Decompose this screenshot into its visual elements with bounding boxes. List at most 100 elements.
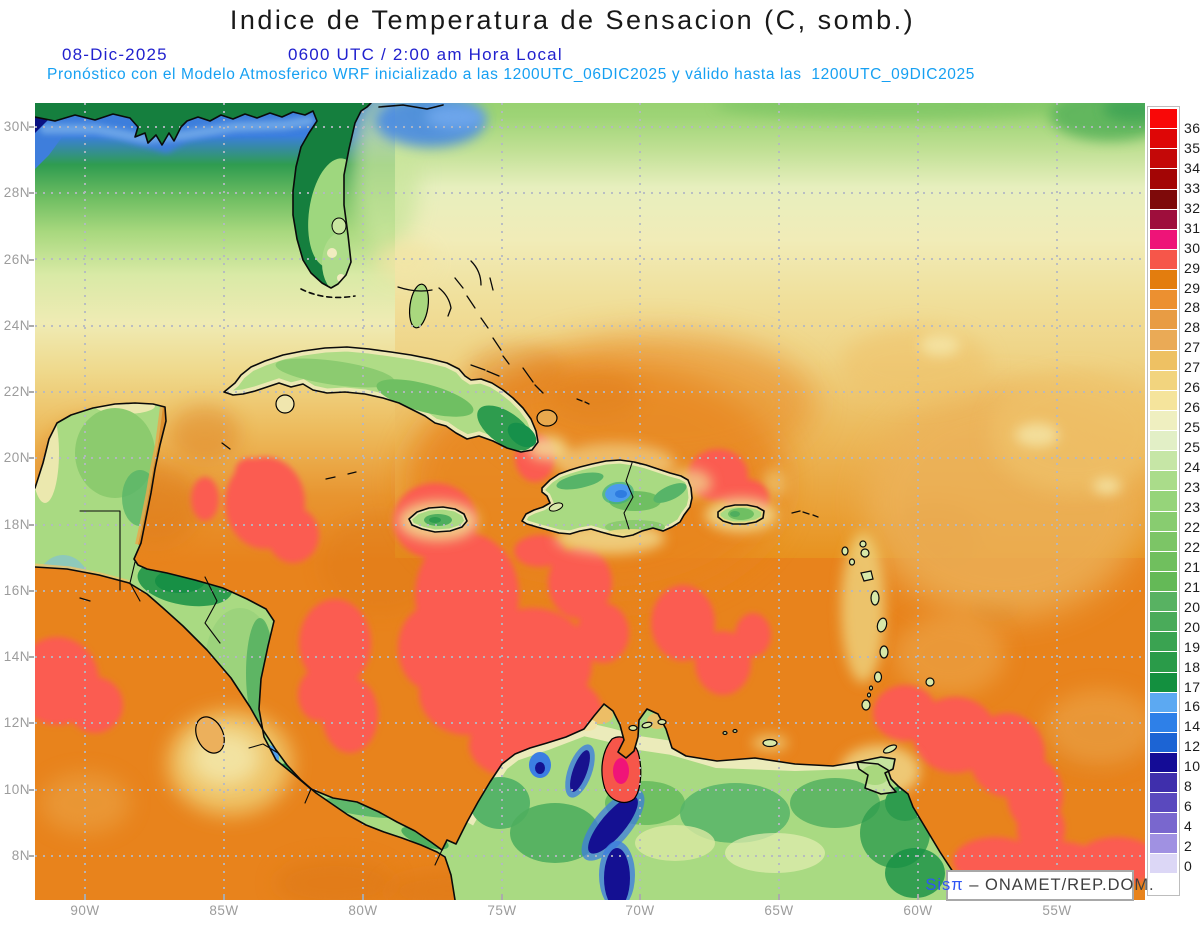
colorbar-block [1150,793,1177,814]
colorbar-label: 32 [1184,199,1200,216]
temperature-colorbar [1147,106,1180,896]
colorbar-label: 35 [1184,139,1200,156]
lat-tick [29,126,34,128]
watermark-text: – ONAMET/REP.DOM. [969,876,1155,894]
lat-label: 16N [3,583,30,598]
colorbar-label: 23.5 [1184,479,1200,496]
coastlines [34,102,976,901]
colorbar-block [1150,310,1177,331]
lat-label: 8N [11,848,30,863]
lat-label: 20N [3,450,30,465]
colorbar-block [1150,833,1177,854]
graticule [35,103,1145,900]
colorbar-block [1150,189,1177,210]
lat-label: 26N [3,252,30,267]
colorbar-label: 28 [1184,319,1200,336]
colorbar-label: 8 [1184,778,1193,795]
page-title: Indice de Temperatura de Sensacion (C, s… [229,5,916,35]
colorbar-label: 29 [1184,279,1200,296]
lat-label: 28N [3,185,30,200]
lake-nicaragua [195,716,225,754]
colorbar-label: 25 [1184,439,1200,456]
lat-tick [29,457,34,459]
colorbar-block [1150,330,1177,351]
lat-tick [29,325,34,327]
lon-label: 60W [903,903,933,918]
colorbar-label: 26.5 [1184,379,1200,396]
forecast-map [15,83,1195,911]
colorbar-block [1150,571,1177,592]
lat-tick [29,789,34,791]
lon-tick [84,894,86,900]
lat-tick [29,590,34,592]
colorbar-label: 29.7 [1184,259,1200,276]
lon-label: 75W [487,903,517,918]
colorbar-block [1150,410,1177,431]
lon-tick [639,894,641,900]
colorbar-label: 19 [1184,638,1200,655]
colorbar-block [1150,692,1177,713]
lat-label: 18N [3,517,30,532]
lon-label: 70W [625,903,655,918]
colorbar-label: 16 [1184,698,1200,715]
lon-label: 80W [348,903,378,918]
lat-tick [29,656,34,658]
colorbar-label: 25.5 [1184,419,1200,436]
colorbar-block [1150,773,1177,794]
colorbar-label: 27.5 [1184,339,1200,356]
colorbar-block [1150,209,1177,230]
colorbar-block [1150,350,1177,371]
lat-tick [29,855,34,857]
colorbar-label: 20.5 [1184,598,1200,615]
valid-time: 0600 UTC / 2:00 am Hora Local [288,45,563,64]
colorbar-label: 0 [1184,858,1193,875]
colorbar-block [1150,149,1177,170]
lon-label: 65W [764,903,794,918]
colorbar-block [1150,290,1177,311]
colorbar-label: 6 [1184,798,1193,815]
colorbar-label: 17 [1184,678,1200,695]
lat-label: 12N [3,715,30,730]
lat-label: 22N [3,384,30,399]
colorbar-label: 36 [1184,119,1200,136]
lon-tick [362,894,364,900]
small-islands [79,260,819,602]
colorbar-label: 10 [1184,758,1200,775]
colorbar-block [1150,390,1177,411]
colorbar-block [1150,270,1177,291]
lat-label: 24N [3,318,30,333]
lat-label: 10N [3,782,30,797]
colorbar-label: 23 [1184,498,1200,515]
colorbar-block [1150,109,1177,130]
colorbar-label: 21.5 [1184,558,1200,575]
lesser-antilles [628,540,935,754]
colorbar-block [1150,672,1177,693]
colorbar-block [1150,551,1177,572]
valid-date: 08-Dic-2025 [62,45,168,64]
colorbar-label: 14 [1184,718,1200,735]
colorbar-label: 22.5 [1184,518,1200,535]
watermark-badge: Sisπ – ONAMET/REP.DOM. [925,870,1154,901]
lon-label: 55W [1042,903,1072,918]
colorbar-label: 28.5 [1184,299,1200,316]
colorbar-block [1150,873,1177,893]
colorbar-block [1150,169,1177,190]
colorbar-label: 24 [1184,459,1200,476]
colorbar-block [1150,531,1177,552]
colorbar-label: 12 [1184,738,1200,755]
colorbar-label: 27 [1184,359,1200,376]
colorbar-block [1150,370,1177,391]
lat-tick [29,722,34,724]
colorbar-block [1150,451,1177,472]
colorbar-block [1150,592,1177,613]
lon-label: 85W [209,903,239,918]
colorbar-block [1150,712,1177,733]
lat-tick [29,259,34,261]
sispi-logo: Sisπ [925,876,964,894]
colorbar-label: 26 [1184,399,1200,416]
colorbar-block [1150,732,1177,753]
colorbar-label: 20 [1184,618,1200,635]
heat-index-field [15,83,1195,911]
lon-label: 90W [70,903,100,918]
